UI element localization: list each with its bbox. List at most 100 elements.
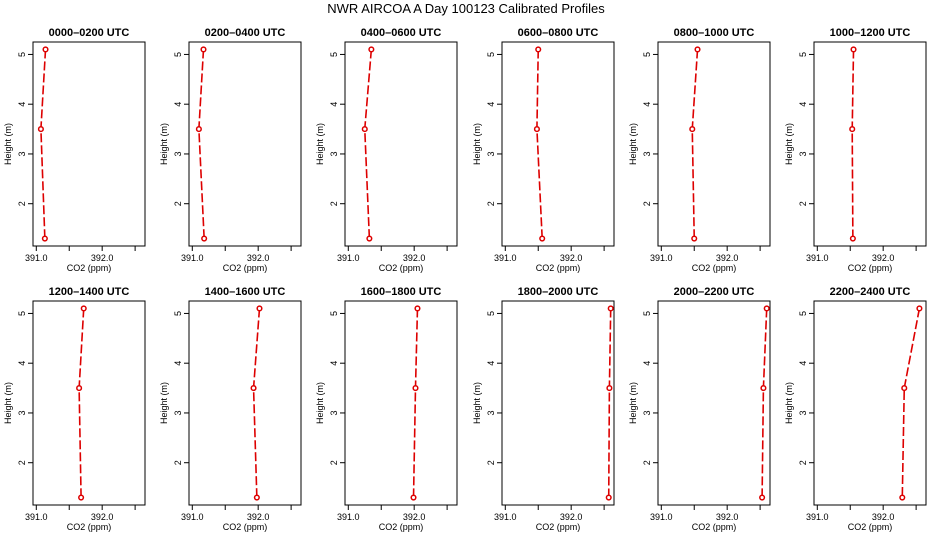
panel-title: 1000–1200 UTC [830, 27, 911, 39]
x-axis-label: CO2 (ppm) [692, 263, 737, 273]
y-axis-label: Height (m) [784, 123, 794, 165]
y-axis-label: Height (m) [784, 382, 794, 424]
y-tick-label: 4 [798, 102, 808, 107]
x-tick-label: 392.0 [716, 512, 739, 522]
y-tick-label: 3 [17, 410, 27, 415]
y-tick-label: 2 [798, 201, 808, 206]
data-point [201, 235, 208, 242]
panels-grid: 0000–0200 UTC 391.0 392.0 2 3 4 5 CO2 (ppm) Heig… [3, 27, 927, 532]
x-tick-label: 392.0 [91, 512, 114, 522]
x-axis-label: CO2 (ppm) [692, 522, 737, 532]
x-tick-label: 391.0 [181, 253, 204, 263]
plot-frame [188, 41, 302, 247]
x-tick-label: 391.0 [806, 253, 829, 263]
data-point [412, 385, 419, 392]
x-tick-label: 392.0 [247, 512, 270, 522]
data-point [694, 46, 701, 53]
data-point [200, 46, 207, 53]
data-point [366, 235, 373, 242]
y-tick-label: 2 [642, 201, 652, 206]
panel-title: 2000–2200 UTC [674, 286, 755, 298]
y-tick-label: 5 [17, 52, 27, 57]
data-point [916, 305, 923, 312]
data-point [533, 126, 540, 133]
x-axis-label: CO2 (ppm) [379, 263, 424, 273]
data-point [414, 305, 421, 312]
data-point [763, 305, 770, 312]
y-tick-label: 3 [17, 151, 27, 156]
y-axis-label: Height (m) [628, 382, 638, 424]
y-tick-label: 2 [486, 460, 496, 465]
x-tick-label: 391.0 [181, 512, 204, 522]
y-tick-label: 4 [17, 361, 27, 366]
y-tick-label: 4 [486, 102, 496, 107]
x-tick-label: 392.0 [403, 512, 426, 522]
x-axis-label: CO2 (ppm) [848, 263, 893, 273]
data-point [606, 385, 613, 392]
panel-title: 1400–1600 UTC [205, 286, 286, 298]
data-point [901, 385, 908, 392]
x-axis-label: CO2 (ppm) [536, 263, 581, 273]
profile-line [761, 308, 768, 498]
y-tick-label: 4 [329, 361, 339, 366]
data-point [253, 494, 260, 501]
panel: 1800–2000 UTC 391.0 392.0 2 3 4 5 CO2 (ppm) Heig… [472, 286, 615, 532]
plot-frame [501, 41, 615, 247]
data-point [691, 235, 698, 242]
y-tick-label: 3 [642, 410, 652, 415]
y-tick-label: 2 [486, 201, 496, 206]
y-tick-label: 4 [486, 361, 496, 366]
y-tick-label: 2 [798, 460, 808, 465]
y-tick-label: 3 [798, 151, 808, 156]
y-tick-label: 2 [173, 201, 183, 206]
y-tick-label: 3 [486, 151, 496, 156]
panel-title: 0600–0800 UTC [518, 27, 599, 39]
data-point [689, 126, 696, 133]
y-tick-label: 3 [173, 151, 183, 156]
data-point [535, 46, 542, 53]
y-axis-label: Height (m) [315, 382, 325, 424]
y-tick-label: 4 [642, 361, 652, 366]
x-axis-label: CO2 (ppm) [536, 522, 581, 532]
y-tick-label: 3 [486, 410, 496, 415]
y-tick-label: 4 [798, 361, 808, 366]
profile-line [363, 49, 373, 239]
panel: 0000–0200 UTC 391.0 392.0 2 3 4 5 CO2 (ppm) Heig… [3, 27, 146, 273]
y-tick-label: 4 [173, 361, 183, 366]
y-tick-label: 5 [486, 311, 496, 316]
y-axis-label: Height (m) [3, 123, 13, 165]
y-tick-label: 3 [173, 410, 183, 415]
y-tick-label: 2 [17, 201, 27, 206]
y-axis-label: Height (m) [159, 382, 169, 424]
data-point [899, 494, 906, 501]
x-tick-label: 391.0 [494, 253, 517, 263]
y-tick-label: 2 [17, 460, 27, 465]
data-point [410, 494, 417, 501]
x-tick-label: 392.0 [247, 253, 270, 263]
plot-frame [657, 300, 771, 506]
y-tick-label: 2 [173, 460, 183, 465]
data-point [41, 235, 48, 242]
panel-title: 1600–1800 UTC [361, 286, 442, 298]
plot-frame [344, 41, 458, 247]
y-tick-label: 3 [329, 151, 339, 156]
panel: 1000–1200 UTC 391.0 392.0 2 3 4 5 CO2 (ppm) Heig… [784, 27, 927, 273]
y-axis-label: Height (m) [159, 123, 169, 165]
panel: 0800–1000 UTC 391.0 392.0 2 3 4 5 CO2 (ppm) Heig… [628, 27, 771, 273]
x-axis-label: CO2 (ppm) [848, 522, 893, 532]
y-tick-label: 4 [173, 102, 183, 107]
panel-title: 0000–0200 UTC [49, 27, 130, 39]
x-axis-label: CO2 (ppm) [223, 263, 268, 273]
y-axis-label: Height (m) [472, 123, 482, 165]
data-point [80, 305, 87, 312]
profile-line [78, 308, 85, 498]
profile-line [40, 49, 47, 239]
x-axis-label: CO2 (ppm) [223, 522, 268, 532]
y-axis-label: Height (m) [3, 382, 13, 424]
x-tick-label: 391.0 [806, 512, 829, 522]
x-axis-label: CO2 (ppm) [67, 263, 112, 273]
plot-frame [501, 300, 615, 506]
y-tick-label: 5 [329, 52, 339, 57]
data-point [42, 46, 49, 53]
